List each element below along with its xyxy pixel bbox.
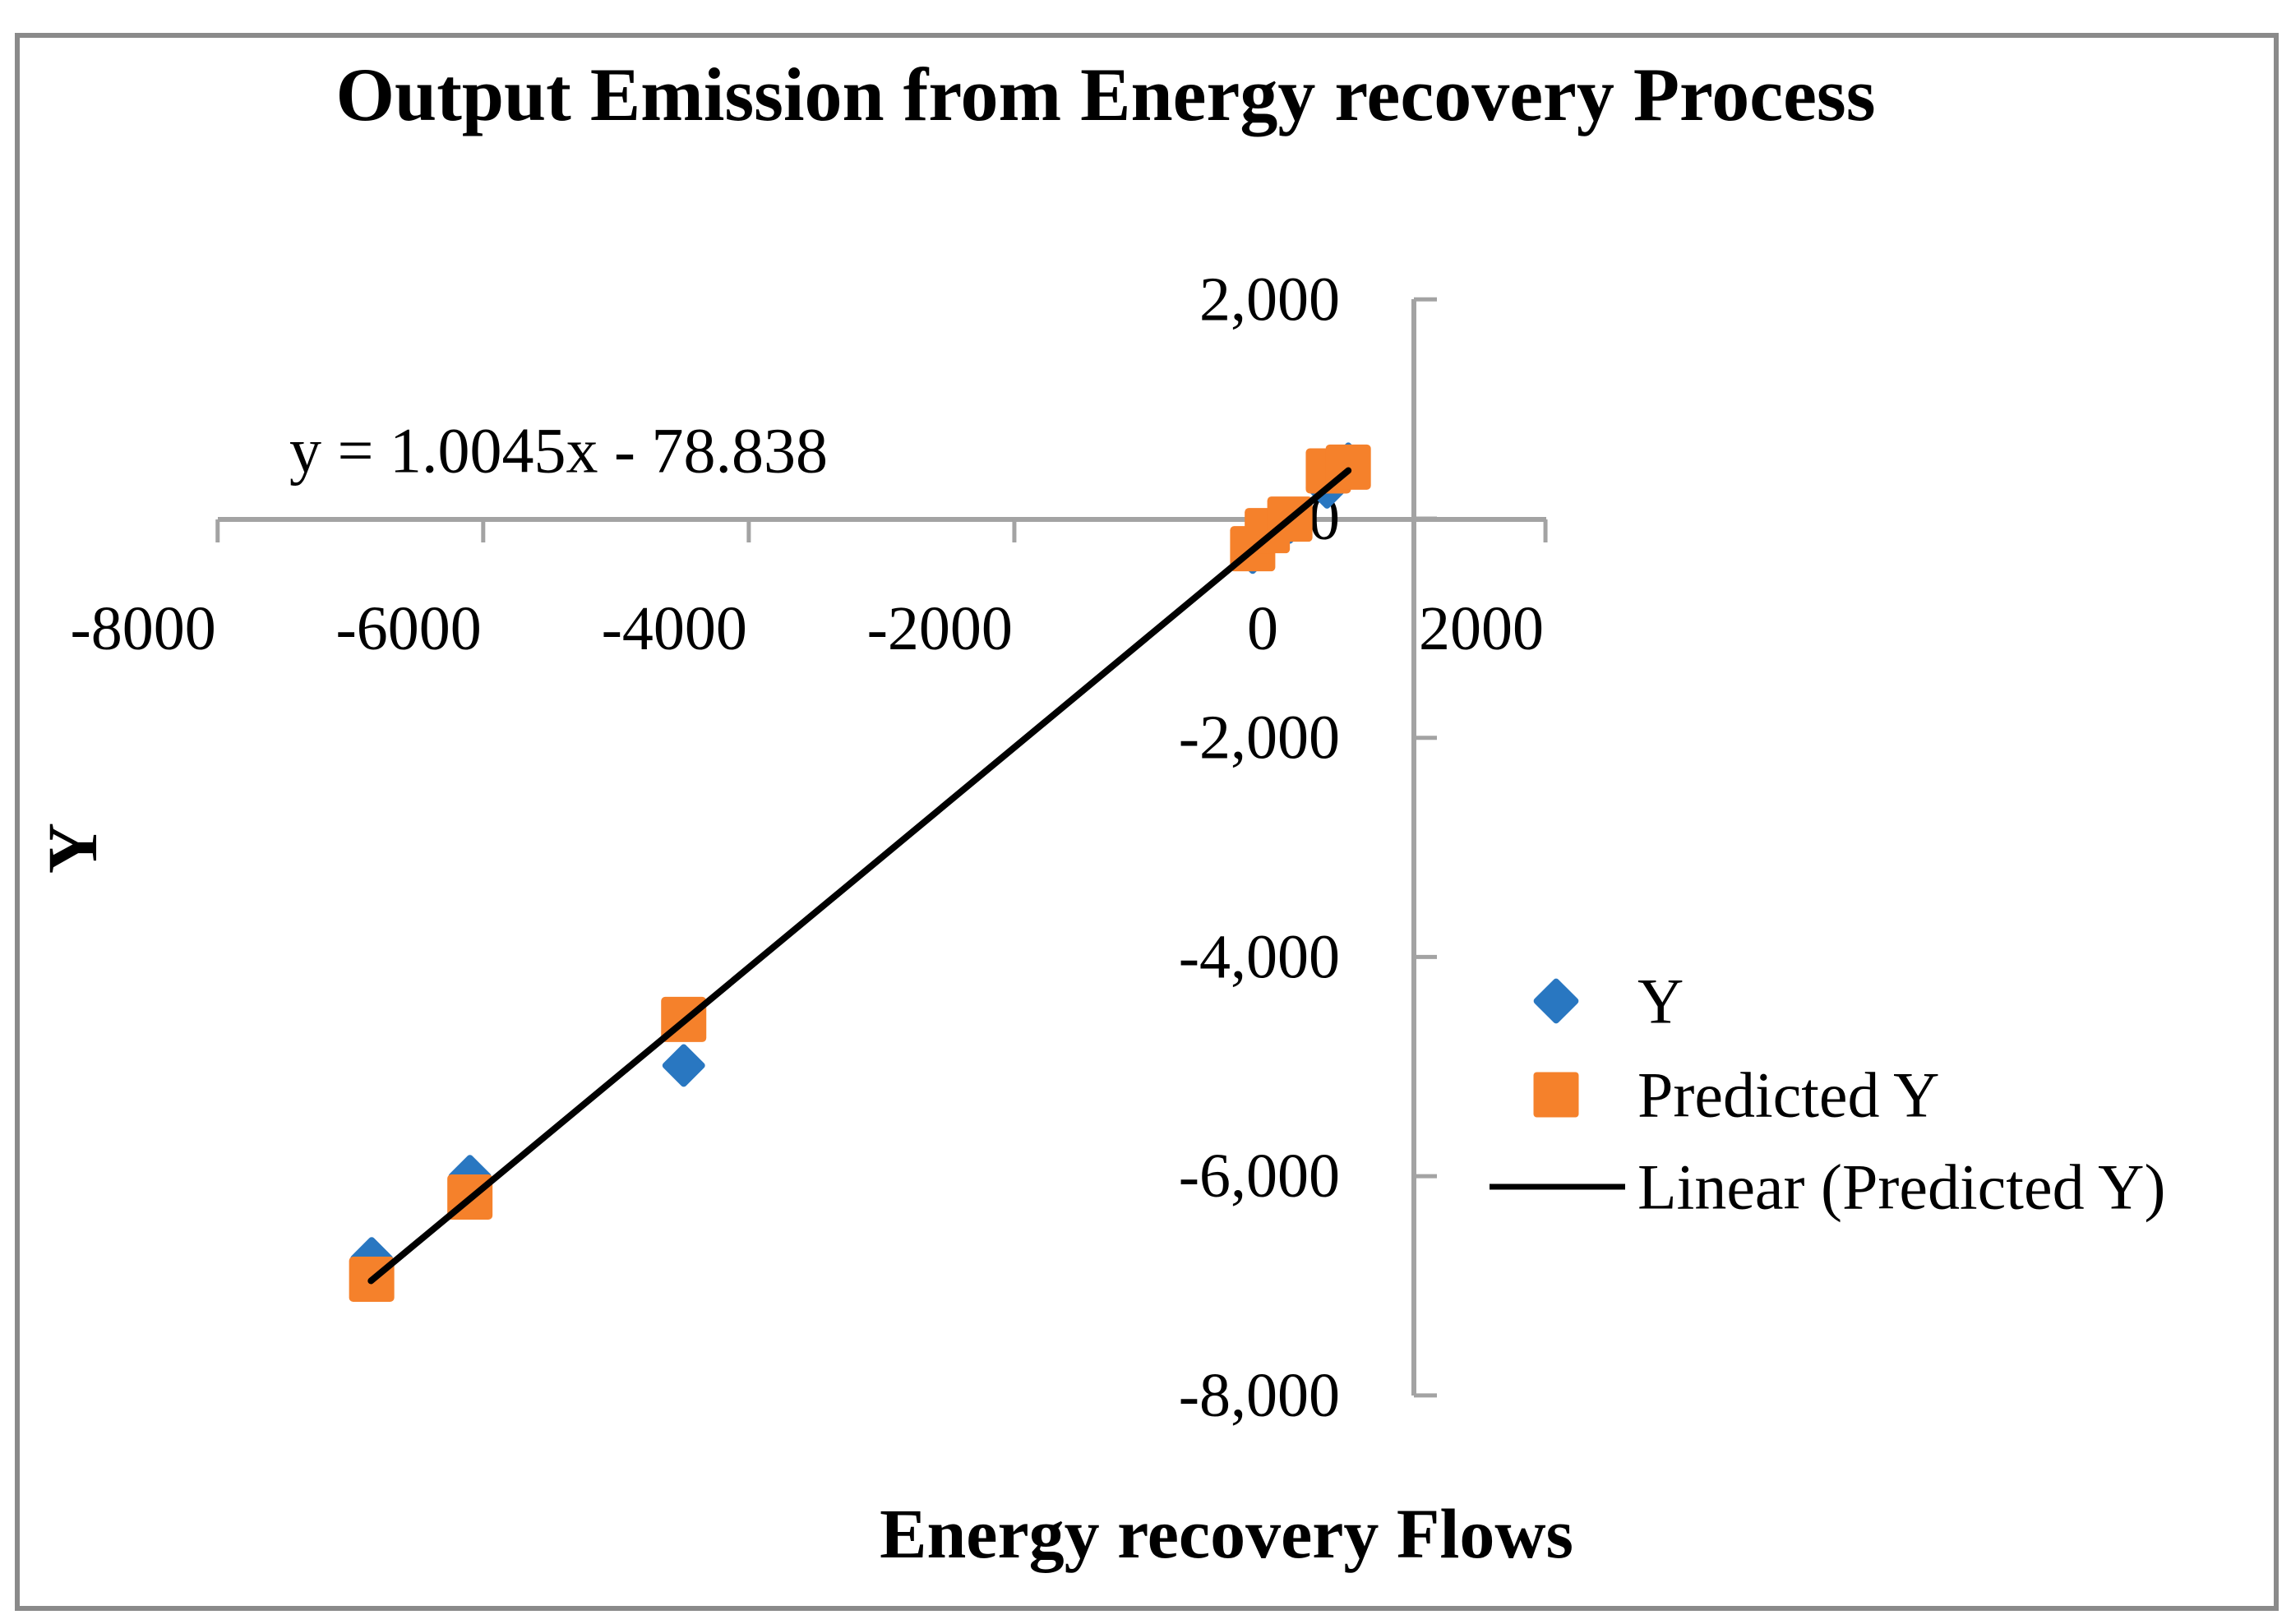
y-tick-label: -6,000 [1179, 1142, 1340, 1211]
x-tick-label: -6000 [336, 594, 482, 663]
data-point-diamond [662, 1044, 705, 1087]
y-axis-tick-labels: 2,000 0 -2,000 -4,000 -6,000 -8,000 [1179, 265, 1340, 1430]
equation-label: y = 1.0045x - 78.838 [289, 415, 828, 487]
x-tick-label: 0 [1247, 594, 1278, 663]
figure-border [15, 33, 2279, 1611]
legend-label-linear: Linear (Predicted Y) [1637, 1151, 2165, 1223]
x-tick-label: -8000 [70, 594, 215, 663]
legend-label-predicted-y: Predicted Y [1637, 1059, 1940, 1131]
y-tick-label: -2,000 [1179, 704, 1340, 773]
x-tick-label: -2000 [867, 594, 1013, 663]
trend-line [367, 467, 1352, 1285]
y-tick-label: 2,000 [1199, 265, 1340, 334]
y-tick-label: -4,000 [1179, 922, 1340, 991]
legend-label-y: Y [1637, 966, 1684, 1037]
legend: Y Predicted Y Linear (Predicted Y) [1490, 966, 2165, 1223]
legend-marker-square [1533, 1072, 1579, 1118]
legend-marker-diamond [1533, 978, 1579, 1024]
x-axis-tick-labels: -8000 -6000 -4000 -2000 0 2000 [70, 594, 1544, 663]
x-axis-title: Energy recovery Flows [880, 1494, 1573, 1573]
y-tick-label: -8,000 [1179, 1361, 1340, 1430]
legend-markers [1490, 978, 1625, 1190]
x-tick-label: 2000 [1419, 594, 1544, 663]
x-tick-label: -4000 [602, 594, 747, 663]
y-axis-title: Y [33, 823, 112, 874]
chart-title: Output Emission from Energy recovery Pro… [335, 53, 1875, 136]
